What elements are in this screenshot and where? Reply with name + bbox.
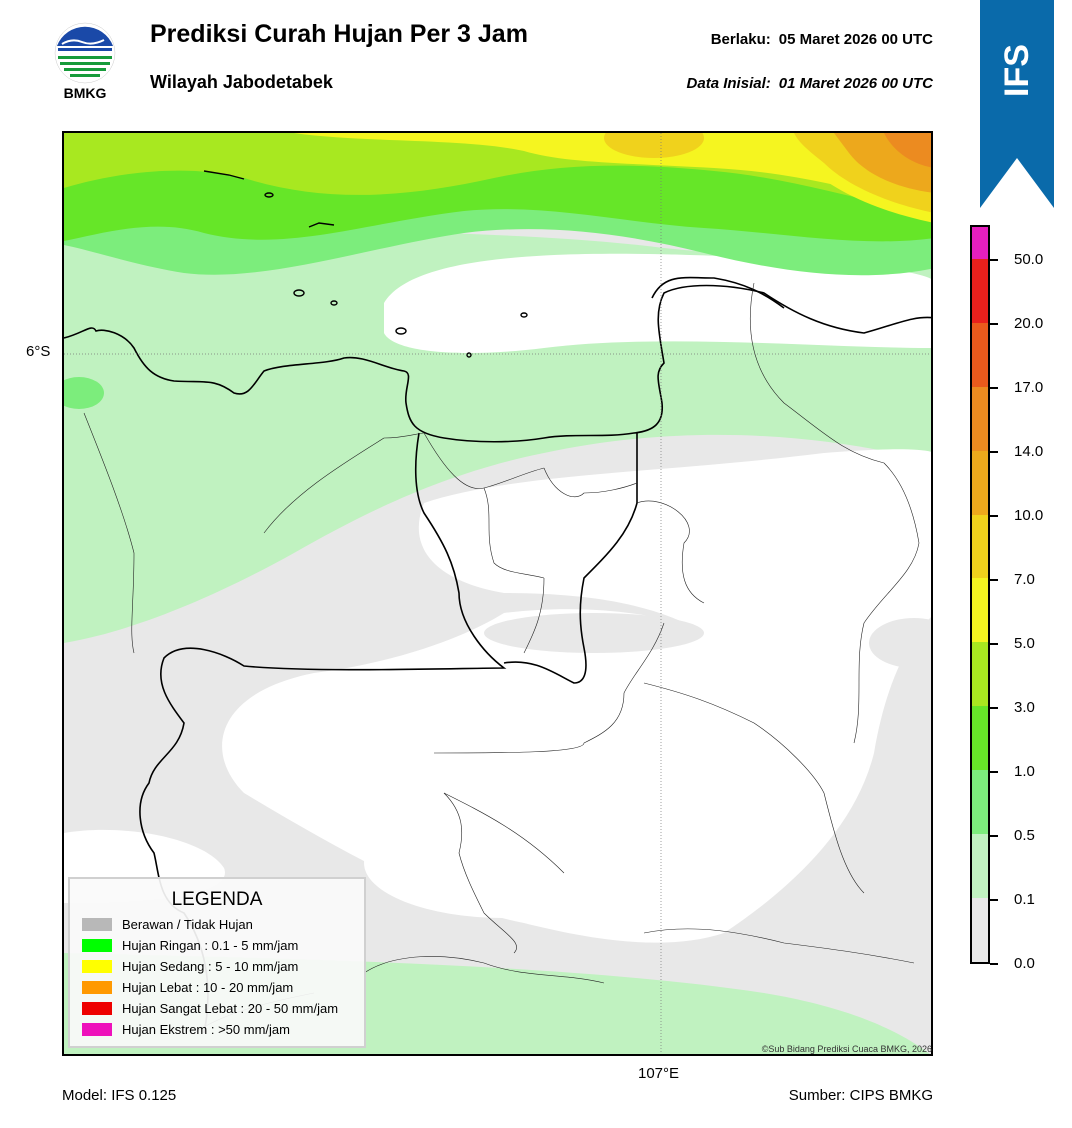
legend-label: Hujan Sangat Lebat : 20 - 50 mm/jam — [122, 1000, 339, 1016]
valid-time: Berlaku: 05 Maret 2026 00 UTC — [711, 31, 933, 48]
colorbar-tick — [990, 451, 998, 453]
colorbar-tick — [990, 387, 998, 389]
legend-swatch — [82, 938, 112, 952]
colorbar-segment — [972, 706, 988, 771]
no-rain-area-north — [384, 253, 931, 353]
colorbar-segment — [972, 770, 988, 835]
legend-item: Hujan Ekstrem : >50 mm/jam — [82, 1020, 290, 1038]
colorbar-tick — [990, 771, 998, 773]
colorbar-tick-label: 17.0 — [1014, 379, 1044, 396]
colorbar-tick-label: 0.0 — [1014, 955, 1035, 972]
colorbar-segment — [972, 578, 988, 643]
valid-label: Berlaku: — [710, 31, 771, 48]
colorbar-tick-label: 3.0 — [1014, 699, 1035, 716]
colorbar-segment — [972, 322, 988, 387]
init-value: 01 Maret 2026 00 UTC — [778, 75, 933, 92]
colorbar-segment — [972, 227, 988, 259]
legend-item: Hujan Lebat : 10 - 20 mm/jam — [82, 978, 293, 996]
ifs-badge-text: IFS — [997, 43, 1036, 97]
ifs-badge — [980, 0, 1054, 208]
colorbar-tick — [990, 515, 998, 517]
legend-label: Hujan Sedang : 5 - 10 mm/jam — [122, 958, 299, 974]
bmkg-logo-icon — [52, 20, 118, 102]
init-time: Data Inisial: 01 Maret 2026 00 UTC — [687, 75, 933, 92]
islands — [203, 170, 528, 358]
colorbar-tick-label: 14.0 — [1014, 443, 1044, 460]
source-label: Sumber: CIPS BMKG — [788, 1087, 933, 1104]
colorbar-segment — [972, 898, 988, 962]
colorbar-tick — [990, 579, 998, 581]
colorbar-tick-label: 5.0 — [1014, 635, 1035, 652]
legend-item: Hujan Sedang : 5 - 10 mm/jam — [82, 957, 298, 975]
colorbar-segment — [972, 514, 988, 579]
init-label: Data Inisial: — [686, 75, 771, 92]
colorbar-segment — [972, 386, 988, 451]
legend-title: LEGENDA — [171, 889, 263, 910]
legend-swatch — [82, 959, 112, 973]
district-boundaries — [83, 282, 920, 1034]
rain-7-10-area — [604, 133, 704, 158]
colorbar-tick — [990, 707, 998, 709]
latitude-label: 6°S — [26, 343, 51, 360]
page-subtitle: Wilayah Jabodetabek — [150, 72, 333, 92]
colorbar-segment — [972, 642, 988, 707]
legend-item: Hujan Sangat Lebat : 20 - 50 mm/jam — [82, 999, 338, 1017]
no-rain-area-central — [222, 449, 931, 943]
no-rain-area-south — [364, 808, 644, 918]
colorbar-tick — [990, 899, 998, 901]
valid-value: 05 Maret 2026 00 UTC — [778, 31, 933, 48]
colorbar-segment — [972, 834, 988, 899]
legend-swatch — [82, 1022, 112, 1036]
legend-item: Berawan / Tidak Hujan — [82, 915, 253, 933]
map-copyright: ©Sub Bidang Prediksi Cuaca BMKG, 2026 — [761, 1044, 932, 1054]
colorbar-tick-label: 1.0 — [1014, 763, 1035, 780]
legend-label: Hujan Lebat : 10 - 20 mm/jam — [122, 979, 294, 995]
colorbar-tick-label: 0.1 — [1014, 891, 1035, 908]
map-canvas — [64, 133, 931, 1054]
colorbar-tick-label: 20.0 — [1014, 315, 1044, 332]
colorbar-tick-label: 7.0 — [1014, 571, 1035, 588]
longitude-label: 107°E — [638, 1065, 680, 1082]
colorbar — [970, 225, 990, 964]
rainfall-map — [62, 131, 933, 1056]
legend-label: Berawan / Tidak Hujan — [122, 916, 253, 932]
colorbar-tick — [990, 323, 998, 325]
colorbar-tick — [990, 259, 998, 261]
legend-item: Hujan Ringan : 0.1 - 5 mm/jam — [82, 936, 298, 954]
colorbar-tick — [990, 643, 998, 645]
colorbar-tick — [990, 835, 998, 837]
legend-label: Hujan Ekstrem : >50 mm/jam — [122, 1021, 290, 1037]
colorbar-segment — [972, 450, 988, 515]
colorbar-tick — [990, 963, 998, 965]
coastline — [64, 284, 931, 443]
colorbar-tick-label: 0.5 — [1014, 827, 1035, 844]
legend-swatch — [82, 980, 112, 994]
colorbar-tick-label: 10.0 — [1014, 507, 1044, 524]
colorbar-tick-label: 50.0 — [1014, 251, 1044, 268]
legend-label: Hujan Ringan : 0.1 - 5 mm/jam — [122, 937, 299, 953]
province-boundary — [139, 432, 507, 1034]
logo-text: BMKG — [63, 85, 107, 101]
model-label: Model: IFS 0.125 — [62, 1087, 177, 1104]
colorbar-segment — [972, 258, 988, 323]
legend-swatch — [82, 1001, 112, 1015]
legend: LEGENDA Berawan / Tidak Hujan Hujan Ring… — [68, 877, 366, 1048]
page-title: Prediksi Curah Hujan Per 3 Jam — [150, 20, 528, 48]
legend-swatch — [82, 917, 112, 931]
